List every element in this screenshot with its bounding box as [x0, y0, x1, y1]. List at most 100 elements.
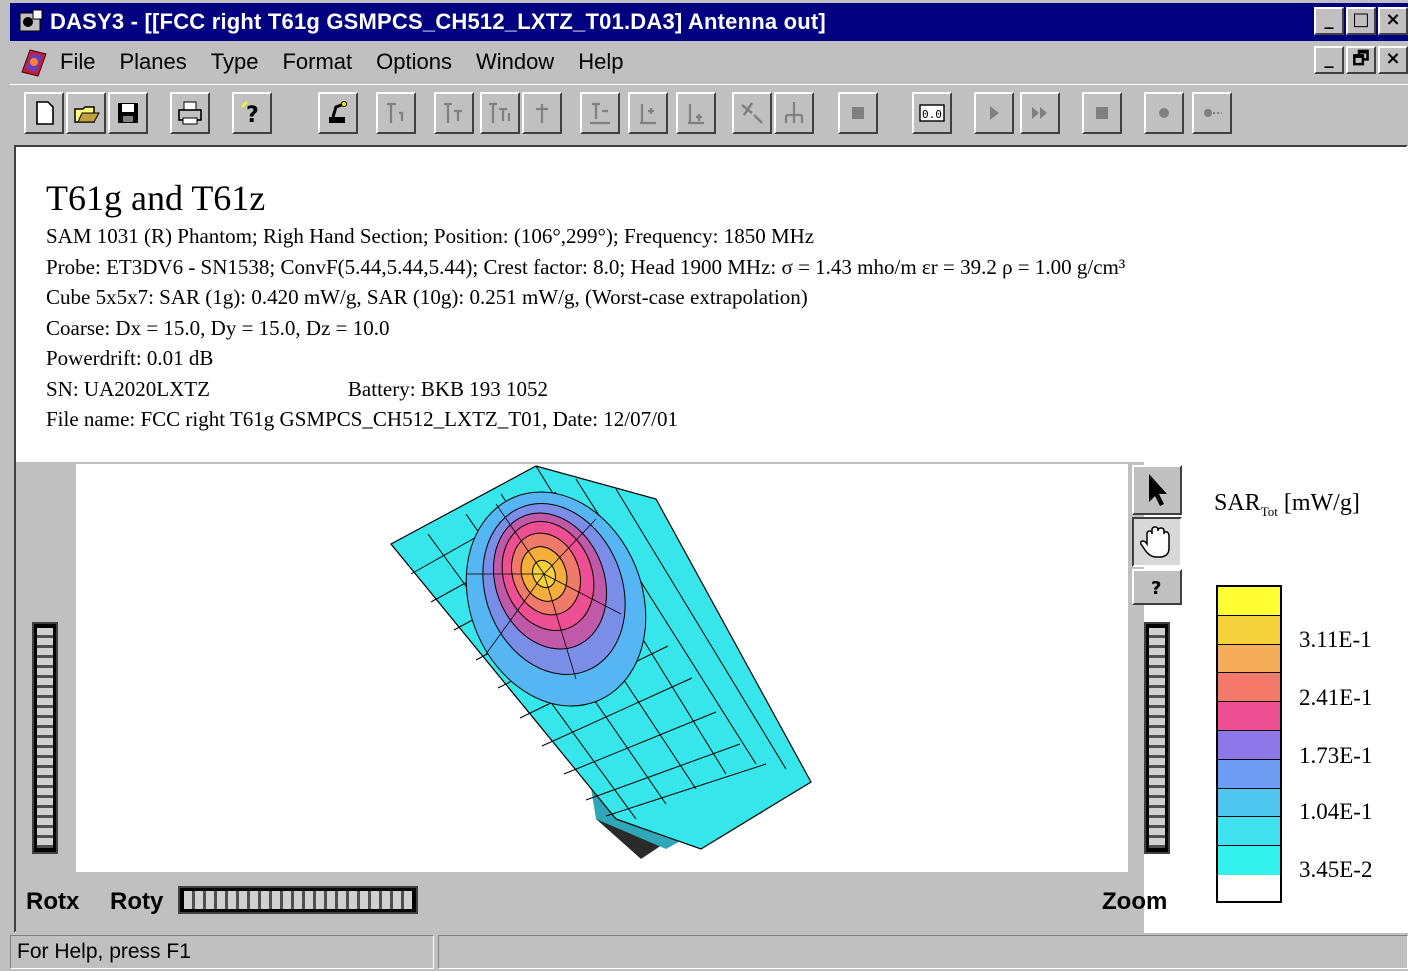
probe-button-7[interactable] [676, 92, 716, 134]
tool-button-1[interactable] [732, 92, 772, 134]
tool-icon [784, 102, 804, 123]
svg-text:?: ? [1151, 578, 1161, 599]
legend-swatch [1218, 788, 1280, 818]
doc-close-button[interactable]: × [1378, 46, 1408, 74]
stop-icon [852, 107, 864, 119]
zoom-slider[interactable] [1144, 622, 1170, 854]
zoom-label: Zoom [1102, 888, 1168, 915]
roty-slider[interactable] [178, 886, 418, 914]
hand-tool[interactable] [1132, 517, 1182, 567]
pointer-tool[interactable] [1132, 465, 1182, 515]
play-icon [990, 106, 999, 120]
probe-icon [444, 102, 462, 123]
help-button[interactable]: ? [232, 92, 272, 134]
new-button[interactable] [24, 92, 64, 134]
menu-help[interactable]: Help [578, 49, 624, 74]
save-button[interactable] [108, 92, 148, 134]
legend-label: 3.45E-2 [1299, 857, 1373, 882]
file-line: File name: FCC right T61g GSMPCS_CH512_L… [46, 407, 678, 431]
tool-icon [741, 102, 763, 124]
open-icon [74, 106, 100, 123]
record-step-button[interactable] [1192, 92, 1232, 134]
roty-label: Roty [110, 888, 164, 915]
sn-battery-line: SN: UA2020LXTZ Battery: BKB 193 1052 [46, 374, 1125, 405]
maximize-button[interactable]: □ [1346, 7, 1376, 35]
probe-icon [688, 104, 704, 125]
new-icon [36, 101, 54, 125]
save-icon [118, 103, 138, 123]
document-icon[interactable] [16, 44, 52, 80]
window-title: DASY3 - [[FCC right T61g GSMPCS_CH512_LX… [50, 9, 826, 34]
menu-bar: File Planes Type Format Options Window H… [10, 42, 1408, 82]
minimize-button[interactable]: _ [1314, 7, 1344, 35]
probe-button-5[interactable] [580, 92, 620, 134]
probe-icon [489, 102, 511, 123]
record-step-icon [1204, 109, 1222, 117]
menu-file[interactable]: File [60, 49, 96, 74]
legend-label: 2.41E-1 [1299, 685, 1373, 710]
probe-button-3[interactable] [480, 92, 520, 134]
doc-restore-button[interactable]: 🗗 [1346, 46, 1376, 74]
record-icon [1159, 108, 1169, 118]
view-tools: ? [1132, 465, 1184, 607]
app-icon [19, 9, 43, 32]
cube-line: Cube 5x5x7: SAR (1g): 0.420 mW/g, SAR (1… [46, 285, 808, 309]
legend-label: 3.11E-1 [1299, 627, 1372, 652]
menu-planes[interactable]: Planes [119, 49, 187, 74]
sar-3d-plot[interactable] [76, 464, 1128, 872]
measurement-info: T61g and T61z SAM 1031 (R) Phantom; Righ… [46, 175, 1125, 435]
zero-icon: 0.0 [919, 104, 945, 122]
probe-button-6[interactable] [628, 92, 668, 134]
status-bar: For Help, press F1 [10, 935, 1408, 971]
menu-format[interactable]: Format [282, 49, 353, 74]
zero-button[interactable]: 0.0 [912, 92, 952, 134]
legend-swatch [1218, 730, 1280, 760]
probe-button-4[interactable] [522, 92, 562, 134]
open-button[interactable] [66, 92, 106, 134]
document-view: T61g and T61z SAM 1031 (R) Phantom; Righ… [14, 145, 1408, 933]
hand-icon [1140, 526, 1170, 558]
legend-label: 1.04E-1 [1299, 799, 1373, 824]
menu-window[interactable]: Window [475, 49, 555, 74]
query-tool[interactable]: ? [1132, 569, 1182, 605]
menu-options[interactable]: Options [376, 49, 452, 74]
coarse-line: Coarse: Dx = 15.0, Dy = 15.0, Dz = 10.0 [46, 315, 390, 340]
sar-surface-render [390, 465, 812, 859]
status-panel [438, 935, 1408, 969]
arrow-pointer-icon [1149, 474, 1167, 506]
legend-swatch [1218, 759, 1280, 789]
phantom-line: SAM 1031 (R) Phantom; Righ Hand Section;… [46, 224, 815, 248]
print-button[interactable] [170, 92, 210, 134]
stop-button-1[interactable] [838, 92, 878, 134]
legend-swatch [1218, 615, 1280, 645]
plot-area: Rotx Roty Zoom [16, 462, 1170, 933]
serial-number: SN: UA2020LXTZ [46, 376, 210, 401]
rotx-slider[interactable] [32, 622, 58, 854]
question-icon: ? [1151, 578, 1161, 599]
tool-button-2[interactable] [774, 92, 814, 134]
probe-button-1[interactable] [376, 92, 416, 134]
zero-label: 0.0 [922, 108, 942, 121]
robot-button[interactable] [318, 92, 358, 134]
probe-line: Probe: ET3DV6 - SN1538; ConvF(5.44,5.44,… [46, 254, 1126, 279]
page-title: T61g and T61z [46, 178, 266, 218]
fast-forward-button[interactable] [1020, 92, 1060, 134]
print-icon [178, 101, 202, 125]
legend-swatch [1218, 644, 1280, 674]
powerdrift-line: Powerdrift: 0.01 dB [46, 346, 214, 370]
robot-icon [329, 101, 347, 123]
stop-button-2[interactable] [1082, 92, 1122, 134]
legend-swatch [1218, 673, 1280, 703]
legend-swatch [1218, 846, 1280, 875]
fast-forward-icon [1032, 107, 1047, 119]
close-button[interactable]: × [1378, 7, 1408, 35]
menu-type[interactable]: Type [210, 49, 259, 74]
probe-icon [387, 102, 404, 123]
contour-spokes [466, 503, 622, 680]
play-button[interactable] [974, 92, 1014, 134]
doc-minimize-button[interactable]: _ [1314, 46, 1344, 74]
svg-text:?: ? [246, 103, 259, 127]
record-button[interactable] [1144, 92, 1184, 134]
battery: Battery: BKB 193 1052 [347, 376, 548, 401]
probe-button-2[interactable] [434, 92, 474, 134]
